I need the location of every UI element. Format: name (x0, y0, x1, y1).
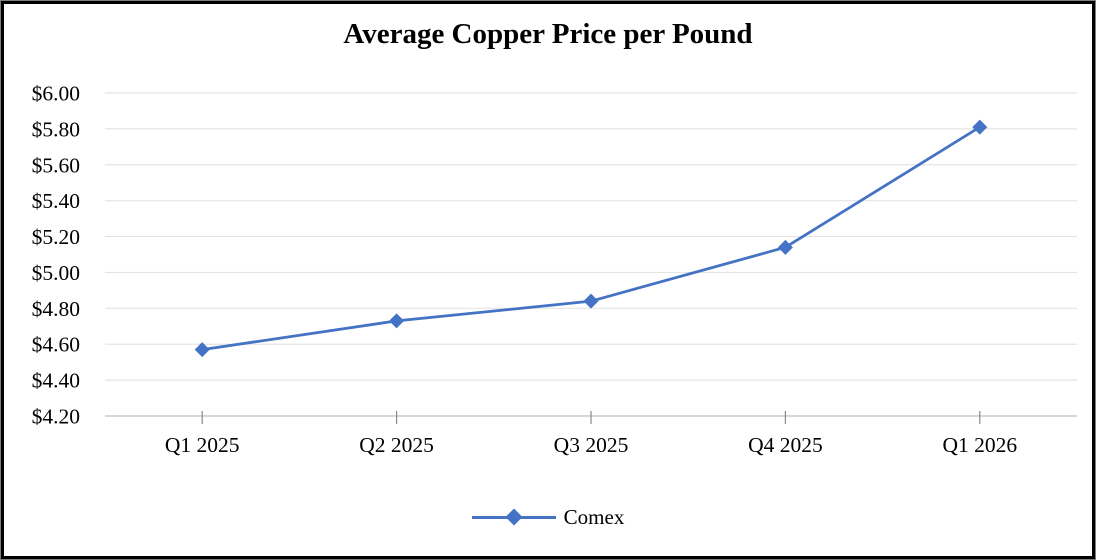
y-tick-label: $6.00 (32, 82, 80, 106)
y-tick-label: $4.60 (32, 333, 80, 357)
chart-legend: Comex (4, 502, 1092, 532)
y-tick-label: $4.80 (32, 297, 80, 321)
y-tick-label: $4.20 (32, 405, 80, 429)
legend-diamond-icon (505, 508, 523, 526)
data-point-marker (777, 239, 793, 255)
data-point-marker (194, 342, 210, 358)
x-tick-label: Q2 2025 (359, 433, 434, 457)
series-line (200, 125, 982, 351)
data-point-marker (972, 119, 988, 135)
data-point-marker (389, 313, 405, 329)
x-tick-label: Q3 2025 (554, 433, 629, 457)
y-tick-label: $5.00 (32, 261, 80, 285)
y-tick-label: $4.40 (32, 369, 80, 393)
chart-title: Average Copper Price per Pound (343, 18, 753, 50)
y-tick-label: $5.40 (32, 189, 80, 213)
y-tick-label: $5.60 (32, 153, 80, 177)
y-tick-label: $5.80 (32, 117, 80, 141)
x-tick-label: Q1 2025 (165, 433, 240, 457)
legend-series-label: Comex (563, 504, 625, 529)
x-tick-label: Q4 2025 (748, 433, 823, 457)
data-point-marker (583, 293, 599, 309)
x-tick-label: Q1 2026 (942, 433, 1017, 457)
legend-line-diamond-icon (471, 508, 556, 526)
y-tick-label: $5.20 (32, 225, 80, 249)
